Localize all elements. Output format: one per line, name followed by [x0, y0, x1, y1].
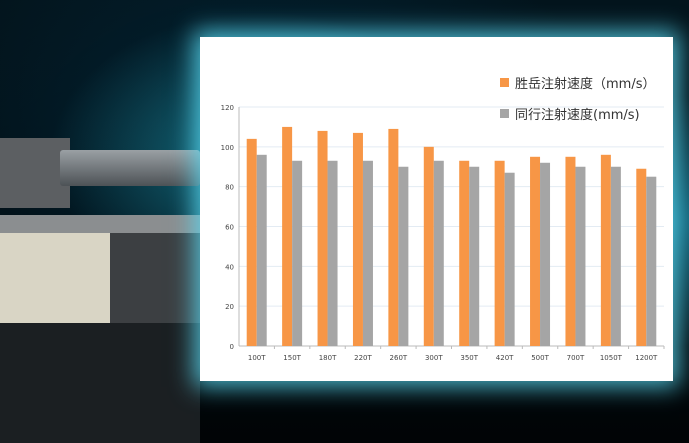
x-tick-label: 500T [531, 354, 549, 362]
bar-shengyue [600, 154, 611, 346]
bar-peers [504, 172, 515, 346]
chart-panel: 0 20 40 60 80 100 120 100T 150T 180T 220T 260T 300T 3… [200, 37, 673, 381]
legend-swatch [500, 78, 509, 87]
bar-shengyue [494, 160, 505, 346]
y-tick-label: 120 [221, 104, 234, 112]
x-tick-label: 1200T [635, 354, 658, 362]
y-tick-label: 0 [230, 343, 234, 351]
legend-label: 同行注射速度(mm/s) [515, 108, 640, 123]
legend: 胜岳注射速度（mm/s） 同行注射速度(mm/s) [500, 73, 655, 135]
x-tick-label: 150T [283, 354, 301, 362]
y-tick-label: 40 [225, 263, 234, 271]
bar-peers [469, 166, 480, 346]
legend-item-peers: 同行注射速度(mm/s) [500, 104, 655, 123]
bar-peers [327, 160, 338, 346]
legend-swatch [500, 109, 509, 118]
x-tick-label: 1050T [600, 354, 623, 362]
legend-item-shengyue: 胜岳注射速度（mm/s） [500, 73, 655, 92]
x-tick-label: 420T [496, 354, 514, 362]
y-tick-label: 60 [225, 224, 234, 232]
bar-shengyue [636, 168, 647, 346]
bar-peers [610, 166, 621, 346]
bar-shengyue [352, 132, 363, 346]
x-tick-label: 260T [390, 354, 408, 362]
y-tick-label: 80 [225, 184, 234, 192]
bar-shengyue [246, 138, 257, 346]
bar-shengyue [530, 156, 541, 346]
y-tick-label: 100 [221, 144, 234, 152]
bar-peers [540, 162, 551, 346]
bar-shengyue [282, 126, 293, 347]
bar-shengyue [423, 146, 434, 346]
bar-peers [292, 160, 303, 346]
x-tick-label: 300T [425, 354, 443, 362]
bar-peers [433, 160, 444, 346]
x-tick-label: 350T [460, 354, 478, 362]
bar-peers [362, 160, 373, 346]
x-tick-label: 180T [319, 354, 337, 362]
x-tick-label: 700T [567, 354, 585, 362]
bar-peers [575, 166, 586, 346]
bar-shengyue [565, 156, 576, 346]
bar-shengyue [459, 160, 470, 346]
x-tick-label: 100T [248, 354, 266, 362]
machine-photo [0, 120, 200, 443]
bar-peers [256, 154, 267, 346]
x-tick-label: 220T [354, 354, 372, 362]
bar-chart: 0 20 40 60 80 100 120 100T 150T 180T 220T 260T 300T 3… [221, 104, 665, 362]
legend-label: 胜岳注射速度（mm/s） [515, 77, 656, 92]
bar-shengyue [317, 130, 328, 346]
y-tick-label: 20 [225, 303, 234, 311]
bar-shengyue [388, 128, 399, 346]
bar-peers [398, 166, 409, 346]
bar-peers [646, 176, 657, 346]
